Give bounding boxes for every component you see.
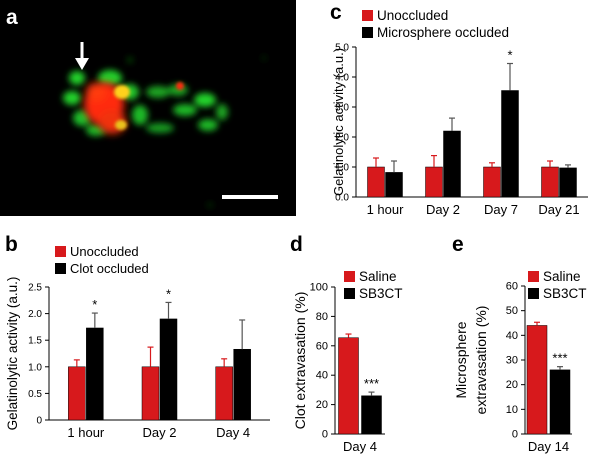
panel-label-b: b <box>5 233 18 256</box>
x-tick-label: Day 7 <box>484 202 518 217</box>
x-tick-label: Day 2 <box>143 425 177 440</box>
legend-label: Saline <box>543 269 581 284</box>
y-tick-label: 80 <box>316 311 328 323</box>
x-tick-label: Day 21 <box>538 202 579 217</box>
y-axis-label: extravasation (%) <box>473 306 489 415</box>
significance-label: *** <box>364 376 379 391</box>
y-tick-label: 40 <box>506 330 518 342</box>
y-tick-label: 0 <box>322 429 328 441</box>
y-tick-label: 0 <box>512 429 518 441</box>
legend-swatch <box>362 27 373 38</box>
y-axis-label: Gelatinolytic activity (a.u.) <box>5 277 20 431</box>
significance-label: * <box>507 48 512 63</box>
y-tick-label: 20 <box>316 399 328 411</box>
y-tick-label: 2.0 <box>28 309 42 320</box>
scale-bar <box>222 195 278 199</box>
panel-label-d: d <box>290 233 303 256</box>
micrograph-panel <box>0 0 296 216</box>
legend-label: SB3CT <box>359 286 403 301</box>
y-tick-label: 3.0 <box>335 103 349 114</box>
legend-label: Saline <box>359 269 397 284</box>
legend-swatch <box>528 288 539 299</box>
chart-e-body: 0 10 20 30 40 50 60 Microsphere extravasation (%… <box>453 269 587 454</box>
significance-label: * <box>166 286 171 301</box>
x-tick-label: 1 hour <box>67 425 105 440</box>
significance-label: *** <box>552 351 567 366</box>
y-tick-label: 40 <box>316 370 328 382</box>
legend-label: Unoccluded <box>377 8 448 23</box>
y-tick-label: 2.5 <box>28 283 42 294</box>
y-tick-label: 5.0 <box>335 43 349 54</box>
panel-label-c: c <box>330 1 342 24</box>
y-tick-label: 20 <box>506 379 518 391</box>
legend-label: Clot occluded <box>70 261 149 276</box>
y-tick-label: 50 <box>506 305 518 317</box>
legend-swatch <box>55 246 66 257</box>
bar <box>549 369 571 435</box>
y-tick-label: 0.5 <box>28 389 42 400</box>
y-axis-label: Clot extravasation (%) <box>292 292 308 430</box>
x-tick-label: 1 hour <box>367 202 405 217</box>
significance-label: * <box>92 297 97 312</box>
y-tick-label: 60 <box>506 281 518 293</box>
y-axis-label: Gelatinolytic activity (a.u.) <box>331 48 346 196</box>
y-axis-label: Microsphere <box>453 321 469 398</box>
legend-swatch <box>362 10 373 21</box>
y-tick-label: 0 <box>36 416 42 427</box>
y-tick-label: 0.0 <box>335 193 349 204</box>
arrow-icon <box>75 42 89 70</box>
y-tick-label: 60 <box>316 340 328 352</box>
legend-swatch <box>344 271 355 282</box>
micrograph-image <box>63 42 278 207</box>
yellow-overlap <box>114 82 184 130</box>
x-tick-label: Day 14 <box>528 439 569 454</box>
x-tick-label: Day 4 <box>343 439 377 454</box>
y-tick-label: 1.0 <box>28 362 42 373</box>
x-tick-label: Day 2 <box>426 202 460 217</box>
y-tick-label: 4.0 <box>335 73 349 84</box>
legend-swatch <box>55 263 66 274</box>
chart-b-body: 0 0.5 1.0 1.5 2.0 2.5 Gelatinolytic activity (… <box>5 244 270 440</box>
y-tick-label: 30 <box>506 355 518 367</box>
y-tick-label: 10 <box>506 404 518 416</box>
y-tick-label: 1.0 <box>335 163 349 174</box>
legend-label: Unoccluded <box>70 244 139 259</box>
bar <box>526 325 548 435</box>
legend-label: SB3CT <box>543 286 587 301</box>
y-tick-label: 2.0 <box>335 133 349 144</box>
x-tick-label: Day 4 <box>216 425 250 440</box>
legend-swatch <box>528 271 539 282</box>
panel-label-a: a <box>6 6 18 29</box>
legend-swatch <box>344 288 355 299</box>
y-tick-label: 100 <box>310 282 328 294</box>
legend-label: Microsphere occluded <box>377 25 509 40</box>
y-tick-label: 1.5 <box>28 336 42 347</box>
panel-label-e: e <box>452 233 464 256</box>
